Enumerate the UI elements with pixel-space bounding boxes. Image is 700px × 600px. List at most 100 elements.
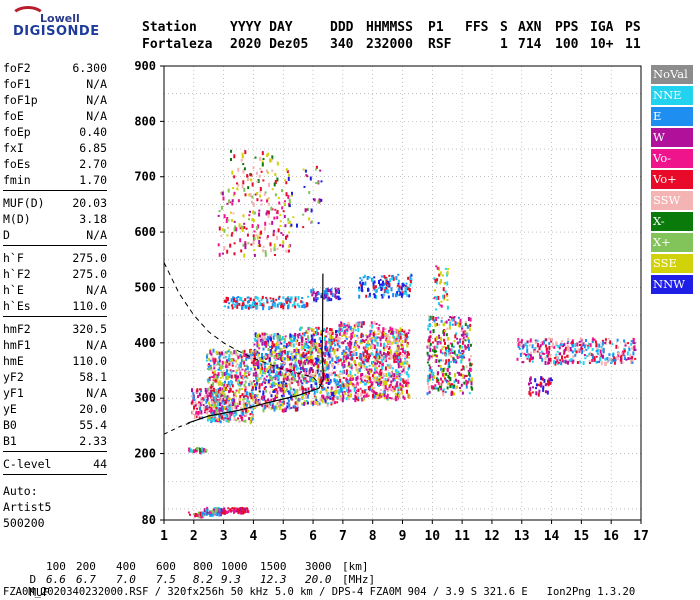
echo-point <box>467 339 470 344</box>
echo-point <box>258 400 261 404</box>
echo-point <box>197 511 200 514</box>
d-value: 100 <box>46 560 66 573</box>
echo-point <box>360 332 363 335</box>
echo-point <box>563 343 566 347</box>
echo-point <box>439 342 442 345</box>
echo-point <box>297 359 300 364</box>
echo-point <box>206 417 209 422</box>
echo-point <box>358 323 360 327</box>
echo-point <box>250 381 253 386</box>
echo-point <box>236 378 239 383</box>
echo-point <box>302 347 305 350</box>
echo-point <box>290 340 292 345</box>
echo-point <box>439 349 442 354</box>
echo-point <box>276 390 279 395</box>
echo-point <box>261 395 263 400</box>
echo-point <box>272 405 275 408</box>
echo-point <box>209 512 212 515</box>
echo-point <box>602 341 605 346</box>
echo-point <box>459 355 461 359</box>
echo-point <box>248 417 251 421</box>
echo-point <box>283 303 286 306</box>
echo-point <box>394 379 396 382</box>
echo-point <box>346 383 349 387</box>
echo-point <box>461 391 464 395</box>
echo-point <box>226 409 229 412</box>
echo-point <box>334 287 337 290</box>
echo-point <box>202 397 205 401</box>
d-value: 3000 <box>305 560 332 573</box>
echo-point <box>396 341 399 346</box>
echo-point <box>397 273 400 276</box>
echo-point <box>305 346 308 349</box>
echo-point <box>312 363 315 367</box>
echo-point <box>252 407 255 410</box>
echo-point <box>240 304 243 307</box>
echo-point <box>401 390 404 395</box>
echo-point <box>399 383 402 386</box>
echo-point <box>409 283 412 287</box>
muf-value: 20.0 <box>305 573 332 586</box>
echo-point <box>294 396 297 400</box>
echo-point <box>325 382 328 384</box>
echo-point <box>309 374 312 376</box>
echo-point <box>400 365 403 368</box>
echo-point <box>217 418 220 422</box>
echo-point <box>273 362 276 366</box>
echo-point <box>371 374 374 378</box>
echo-point <box>374 357 377 362</box>
echo-point <box>249 380 252 383</box>
echo-point <box>253 253 256 257</box>
echo-point <box>337 386 339 388</box>
echo-point <box>397 370 400 374</box>
header-col-p1: P1 <box>428 20 444 35</box>
echo-point <box>342 383 345 388</box>
echo-point <box>256 373 259 378</box>
echo-point <box>313 390 316 395</box>
echo-point <box>312 288 315 292</box>
echo-point <box>378 351 381 355</box>
footer-info: FZA0M_2020340232000.RSF / 320fx256h 50 k… <box>3 586 636 598</box>
echo-point <box>314 331 317 334</box>
echo-point <box>564 360 567 364</box>
echo-point <box>553 360 555 365</box>
echo-point <box>305 395 307 399</box>
echo-point <box>388 335 391 340</box>
echo-point <box>237 507 240 511</box>
echo-point <box>295 353 297 356</box>
echo-point <box>260 199 263 202</box>
echo-point <box>260 363 263 367</box>
echo-point <box>541 341 544 346</box>
echo-point <box>399 392 402 395</box>
echo-point <box>294 305 297 309</box>
echo-point <box>465 385 468 389</box>
echo-point <box>253 366 256 368</box>
echo-point <box>388 329 391 332</box>
echo-point <box>453 340 456 343</box>
echo-point <box>199 402 202 407</box>
echo-point <box>242 398 245 401</box>
echo-point <box>387 295 390 299</box>
echo-point <box>337 336 340 341</box>
echo-point <box>220 234 223 237</box>
echo-point <box>370 343 373 348</box>
echo-point <box>245 370 248 373</box>
echo-point <box>448 325 451 330</box>
echo-point <box>210 352 213 356</box>
echo-point <box>258 362 261 366</box>
echo-point <box>238 364 241 368</box>
echo-point <box>386 379 389 382</box>
echo-point <box>241 506 244 510</box>
echo-point <box>265 296 268 299</box>
echo-point <box>384 383 387 387</box>
param-foep: foEp 0.40 <box>3 124 107 140</box>
echo-point <box>234 365 237 368</box>
echo-point <box>379 349 382 352</box>
echo-point <box>264 191 267 194</box>
echo-point <box>315 291 318 296</box>
echo-point <box>558 346 561 350</box>
echo-point <box>375 340 378 343</box>
echo-point <box>256 399 259 404</box>
echo-point <box>427 324 430 327</box>
echo-point <box>277 374 280 379</box>
